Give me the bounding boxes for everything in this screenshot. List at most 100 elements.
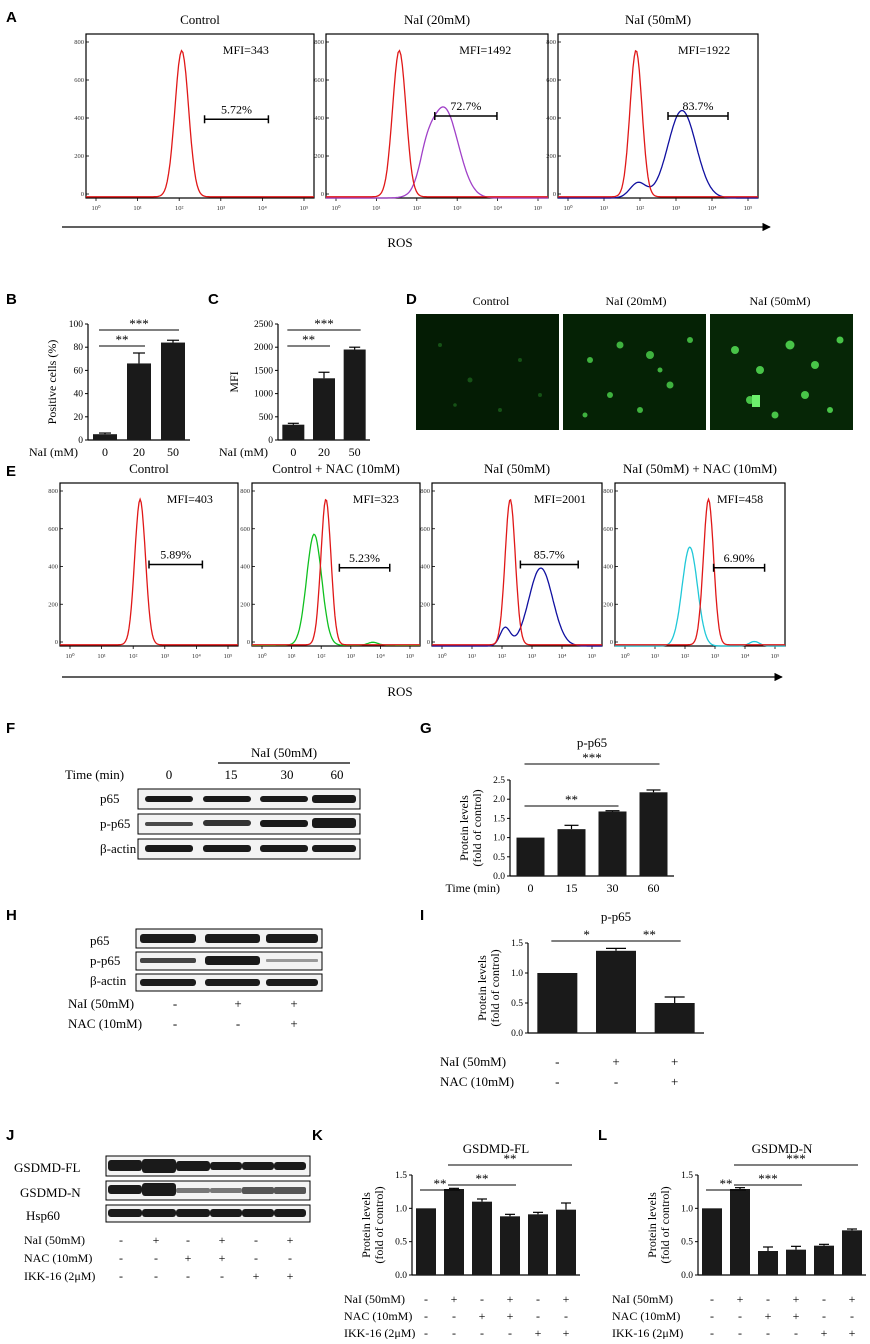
- cond-sign: -: [154, 1251, 158, 1265]
- cond-sign: -: [710, 1292, 714, 1306]
- x-tick-label: 10¹: [287, 653, 296, 660]
- bar: [814, 1245, 834, 1275]
- cond-sign: -: [173, 996, 177, 1011]
- histogram-curve-treated: [558, 109, 758, 199]
- cond-sign: +: [612, 1054, 619, 1069]
- cond-sign: +: [253, 1269, 260, 1283]
- significance-label: ***: [314, 316, 334, 331]
- significance-label: **: [434, 1176, 447, 1191]
- y-tick-label: 400: [603, 564, 613, 571]
- y-tick-label: 200: [240, 601, 250, 608]
- y-tick-label: 0.0: [493, 872, 505, 882]
- x-tick-label: 10⁴: [376, 653, 386, 660]
- y-tick-label: 100: [69, 320, 84, 330]
- x-tick-label: 10¹: [372, 205, 381, 212]
- histogram-curve-control: [252, 498, 420, 646]
- cond-sign: -: [480, 1326, 484, 1339]
- y-tick-label: 0.5: [511, 999, 523, 1009]
- x-tick-label: 10³: [347, 653, 356, 660]
- cond-sign: -: [794, 1326, 798, 1339]
- chart-c: 0 500 1000 1500 2000 2500 MFI 0 20 50 NaI (mM) ****…: [219, 316, 370, 459]
- panel-label-i: I: [420, 907, 424, 924]
- panel-label-a: A: [6, 9, 17, 26]
- histogram-curve-treated: [326, 106, 548, 199]
- significance-label: ***: [758, 1171, 778, 1186]
- x-axis-label: Time (min): [445, 881, 500, 895]
- cond-sign: -: [254, 1233, 258, 1247]
- cond-label: NaI (50mM): [440, 1054, 506, 1069]
- chart-i: 0.0 0.5 1.0 1.5 Protein levels (fold of contr…: [440, 909, 704, 1089]
- bar: [127, 363, 151, 440]
- x-tick-label: 10⁰: [65, 652, 75, 660]
- x-tick-label: 10⁴: [258, 205, 268, 212]
- x-tick-label: 0: [102, 445, 108, 459]
- cond-sign: -: [555, 1054, 559, 1069]
- x-tick-label: 10⁵: [744, 205, 753, 212]
- y-tick-label: 2000: [254, 343, 273, 353]
- y-tick-label: 2.5: [493, 776, 505, 786]
- cond-label: NaI (50mM): [612, 1292, 673, 1306]
- x-tick-label: 10¹: [468, 653, 477, 660]
- x-tick-label: 10⁵: [300, 205, 309, 212]
- gate-percent: 5.23%: [349, 551, 380, 565]
- x-tick-label: 10⁰: [331, 204, 341, 212]
- x-tick-label: 10⁴: [192, 653, 202, 660]
- y-axis-label: Protein levels: [645, 1192, 659, 1258]
- significance-label: ***: [129, 316, 149, 331]
- histogram-title: NaI (50mM) + NAC (10mM): [623, 461, 777, 476]
- cond-sign: -: [186, 1233, 190, 1247]
- y-tick-label: 400: [546, 115, 556, 122]
- y-tick-label: 0: [247, 639, 250, 646]
- x-tick-label: 10²: [129, 653, 138, 660]
- y-tick-label: 1.5: [681, 1171, 693, 1181]
- bar: [416, 1208, 436, 1275]
- x-tick-label: 20: [318, 445, 330, 459]
- x-tick-label: 10¹: [600, 205, 609, 212]
- blot-row-label: GSDMD-N: [20, 1185, 81, 1200]
- cond-sign: +: [153, 1233, 160, 1247]
- significance-label: **: [720, 1176, 733, 1191]
- y-tick-label: 0: [78, 436, 83, 446]
- x-tick-label: 10³: [528, 653, 537, 660]
- x-tick-label: 10⁴: [493, 205, 503, 212]
- y-tick-label: 600: [240, 526, 250, 533]
- gate-percent: 72.7%: [450, 99, 481, 113]
- y-tick-label: 20: [74, 413, 84, 423]
- cond-sign: -: [424, 1326, 428, 1339]
- x-tick-label: 10⁵: [588, 653, 597, 660]
- blot-f-time: 0: [166, 767, 173, 782]
- cond-sign: +: [219, 1233, 226, 1247]
- y-tick-label: 40: [74, 390, 84, 400]
- bar: [343, 349, 366, 440]
- bar: [516, 837, 545, 876]
- histogram-title: NaI (20mM): [404, 12, 470, 27]
- cond-sign: +: [451, 1292, 458, 1306]
- bar: [557, 829, 586, 876]
- significance-label: **: [504, 1151, 517, 1166]
- bar: [537, 973, 578, 1033]
- chart-g: 0.0 0.5 1.0 1.5 2.0 2.5 Protein levels (fold of…: [445, 735, 674, 895]
- ros-label-e: ROS: [387, 684, 412, 699]
- cond-sign: +: [507, 1309, 514, 1323]
- histogram-frame: [614, 482, 786, 647]
- y-tick-label: 800: [314, 39, 324, 46]
- x-tick-label: 10¹: [133, 205, 142, 212]
- y-tick-label: 0.5: [395, 1238, 407, 1248]
- bar: [596, 950, 636, 1033]
- y-tick-label: 1.0: [493, 834, 505, 844]
- histogram-title: Control + NAC (10mM): [272, 461, 400, 476]
- cond-sign: -: [822, 1292, 826, 1306]
- cond-sign: +: [507, 1292, 514, 1306]
- histogram-curve-control: [60, 497, 238, 646]
- blot-row-label: p-p65: [100, 816, 130, 831]
- mfi-label: MFI=458: [717, 492, 763, 506]
- x-tick-label: 10³: [161, 653, 170, 660]
- significance-label: ***: [582, 750, 602, 765]
- x-tick-label: 10⁰: [91, 204, 101, 212]
- x-tick-label: 10⁰: [257, 652, 267, 660]
- panel-label-k: K: [312, 1127, 323, 1144]
- cond-sign: -: [119, 1233, 123, 1247]
- y-tick-label: 600: [314, 77, 324, 84]
- y-tick-label: 0: [427, 639, 430, 646]
